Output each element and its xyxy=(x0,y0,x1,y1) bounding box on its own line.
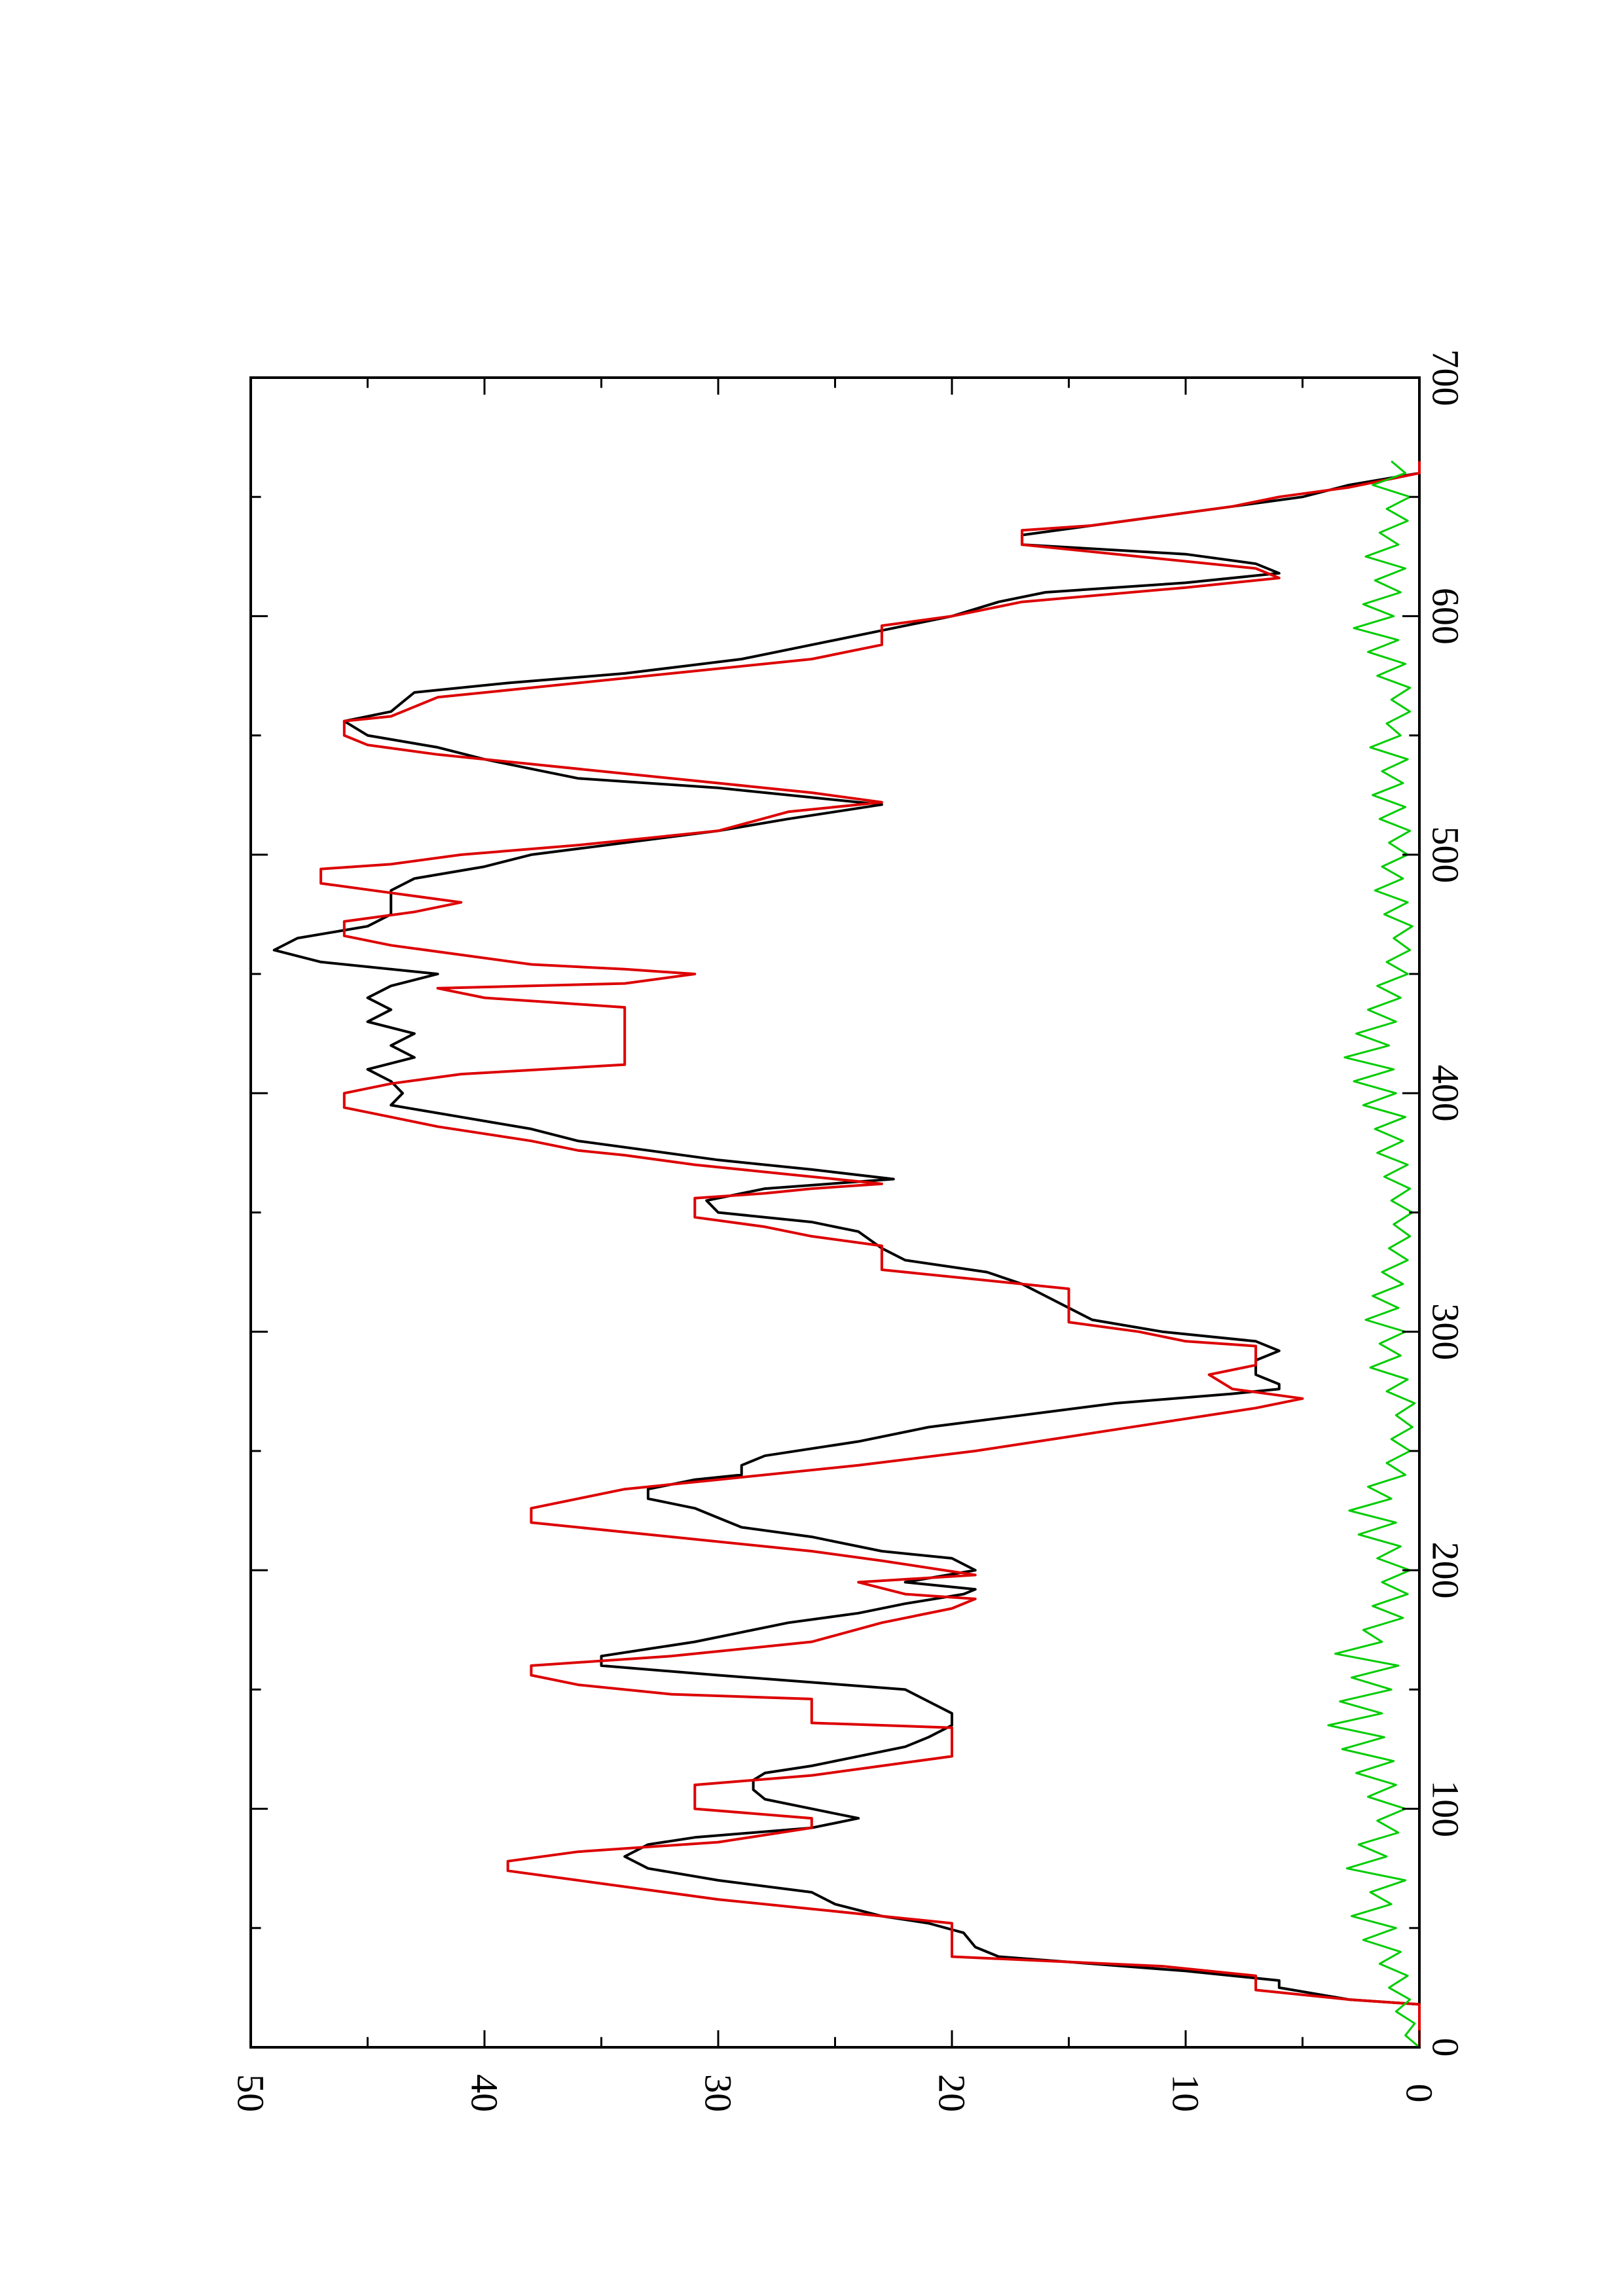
tick-layer xyxy=(249,376,1421,2049)
series-line-3 xyxy=(1327,460,1420,2049)
series-layer xyxy=(272,460,1421,2049)
x-tick-label: 200 xyxy=(1425,1542,1467,1599)
x-tick-label: 500 xyxy=(1425,826,1467,883)
x-tick-label: 400 xyxy=(1425,1065,1467,1122)
plot-area: 0 100 200 300 400 500 600 700 0 10 20 30 40 50 xyxy=(230,350,1467,2113)
x-tick-label: 600 xyxy=(1425,588,1467,645)
series-line-1 xyxy=(272,461,1421,2047)
y-tick-label: 20 xyxy=(931,2074,974,2112)
plot-frame xyxy=(249,376,1421,2049)
y-tick-label: 50 xyxy=(230,2074,272,2112)
x-tick-label: 300 xyxy=(1425,1303,1467,1360)
y-tick-label: 40 xyxy=(464,2074,506,2112)
x-tick-label: 700 xyxy=(1425,350,1467,406)
y-tick-label: 10 xyxy=(1165,2074,1207,2112)
x-tick-label: 0 xyxy=(1425,2038,1467,2057)
series-line-2 xyxy=(319,461,1421,2047)
y-tick-label: 30 xyxy=(697,2074,740,2112)
y-tick-label: 0 xyxy=(1398,2084,1441,2103)
x-tick-label: 100 xyxy=(1425,1780,1467,1837)
tick-label-layer: 0 100 200 300 400 500 600 700 0 10 20 30 40 50 xyxy=(230,350,1467,2113)
